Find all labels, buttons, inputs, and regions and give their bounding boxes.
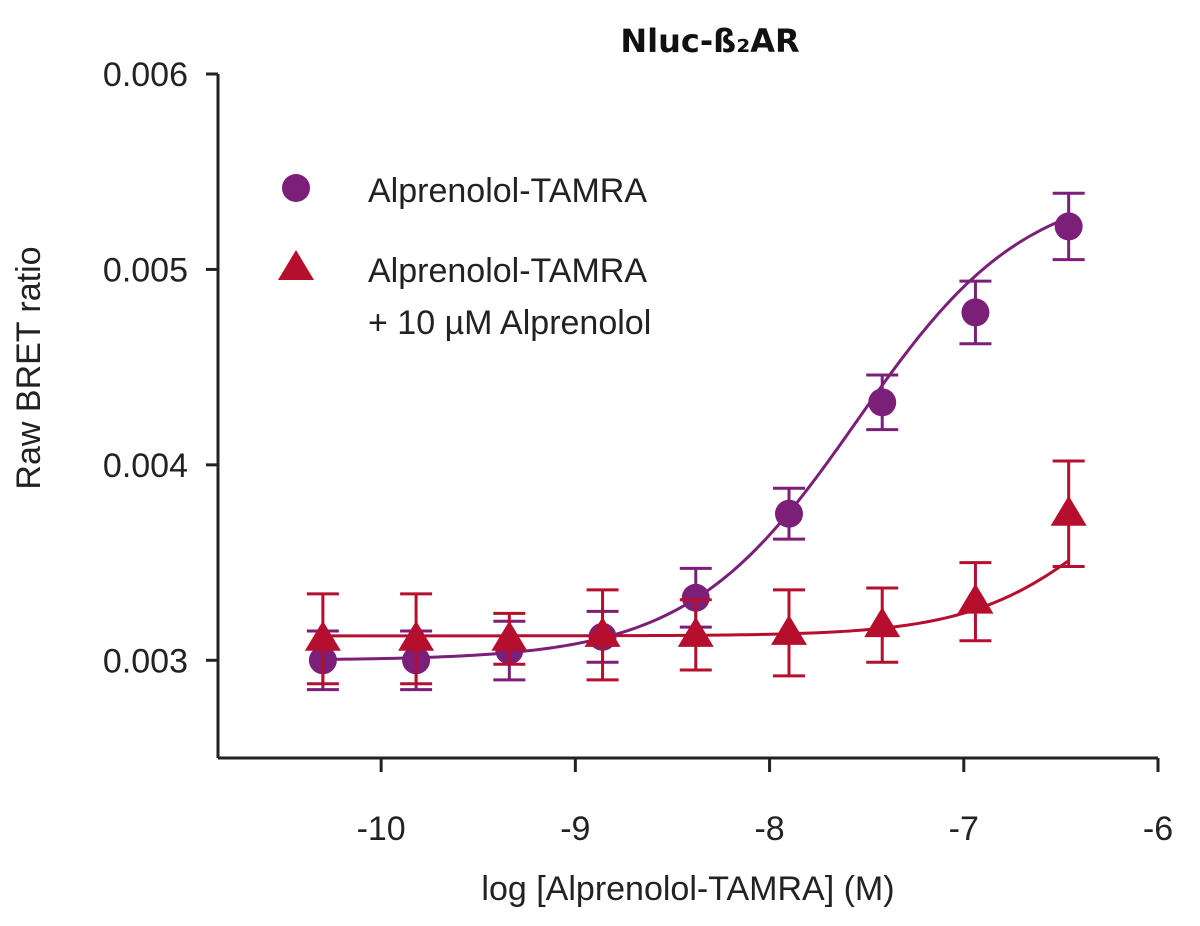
data-point xyxy=(961,298,990,327)
legend-label: Alprenolol-TAMRA xyxy=(368,252,647,290)
x-tick-label: -9 xyxy=(560,810,590,848)
chart-title: Nluc-ß₂AR xyxy=(620,22,799,60)
x-tick-label: -8 xyxy=(754,810,784,848)
x-axis: -10 -9 -8 -7 -6 log [Alprenolol-TAMRA] (M) xyxy=(218,756,1173,908)
y-tick-label: 0.005 xyxy=(103,251,188,289)
plot-area xyxy=(304,191,1087,692)
x-tick-label: -7 xyxy=(949,810,979,848)
x-tick-label: -6 xyxy=(1143,810,1173,848)
x-axis-label: log [Alprenolol-TAMRA] (M) xyxy=(481,870,894,908)
data-point xyxy=(304,620,341,651)
data-point xyxy=(398,620,435,651)
legend-label: Alprenolol-TAMRA xyxy=(368,172,647,210)
legend: Alprenolol-TAMRA Alprenolol-TAMRA + 10 µM … xyxy=(278,172,651,342)
data-point xyxy=(770,614,807,645)
x-ticks: -10 -9 -8 -7 -6 xyxy=(357,758,1173,848)
legend-label: + 10 µM Alprenolol xyxy=(368,304,651,342)
data-point xyxy=(774,499,803,528)
legend-item-1: Alprenolol-TAMRA xyxy=(282,172,647,210)
y-tick-label: 0.004 xyxy=(103,447,188,485)
x-tick-label: -10 xyxy=(357,810,406,848)
y-axis: 0.003 0.004 0.005 0.006 Raw BRET ratio xyxy=(10,56,220,758)
data-point xyxy=(864,607,901,638)
y-tick-label: 0.006 xyxy=(103,56,188,94)
data-point xyxy=(868,388,897,417)
data-point xyxy=(584,616,621,647)
data-point xyxy=(491,620,528,651)
y-tick-label: 0.003 xyxy=(103,642,188,680)
y-ticks: 0.003 0.004 0.005 0.006 xyxy=(103,56,218,680)
legend-item-2: Alprenolol-TAMRA + 10 µM Alprenolol xyxy=(278,250,651,342)
data-point xyxy=(1054,212,1083,241)
series-2 xyxy=(304,459,1087,686)
data-point xyxy=(681,583,710,612)
legend-marker xyxy=(278,250,314,280)
data-point xyxy=(1050,495,1087,526)
data-point xyxy=(957,583,994,614)
y-axis-label: Raw BRET ratio xyxy=(10,246,48,489)
data-point xyxy=(677,616,714,647)
legend-marker xyxy=(282,174,310,202)
